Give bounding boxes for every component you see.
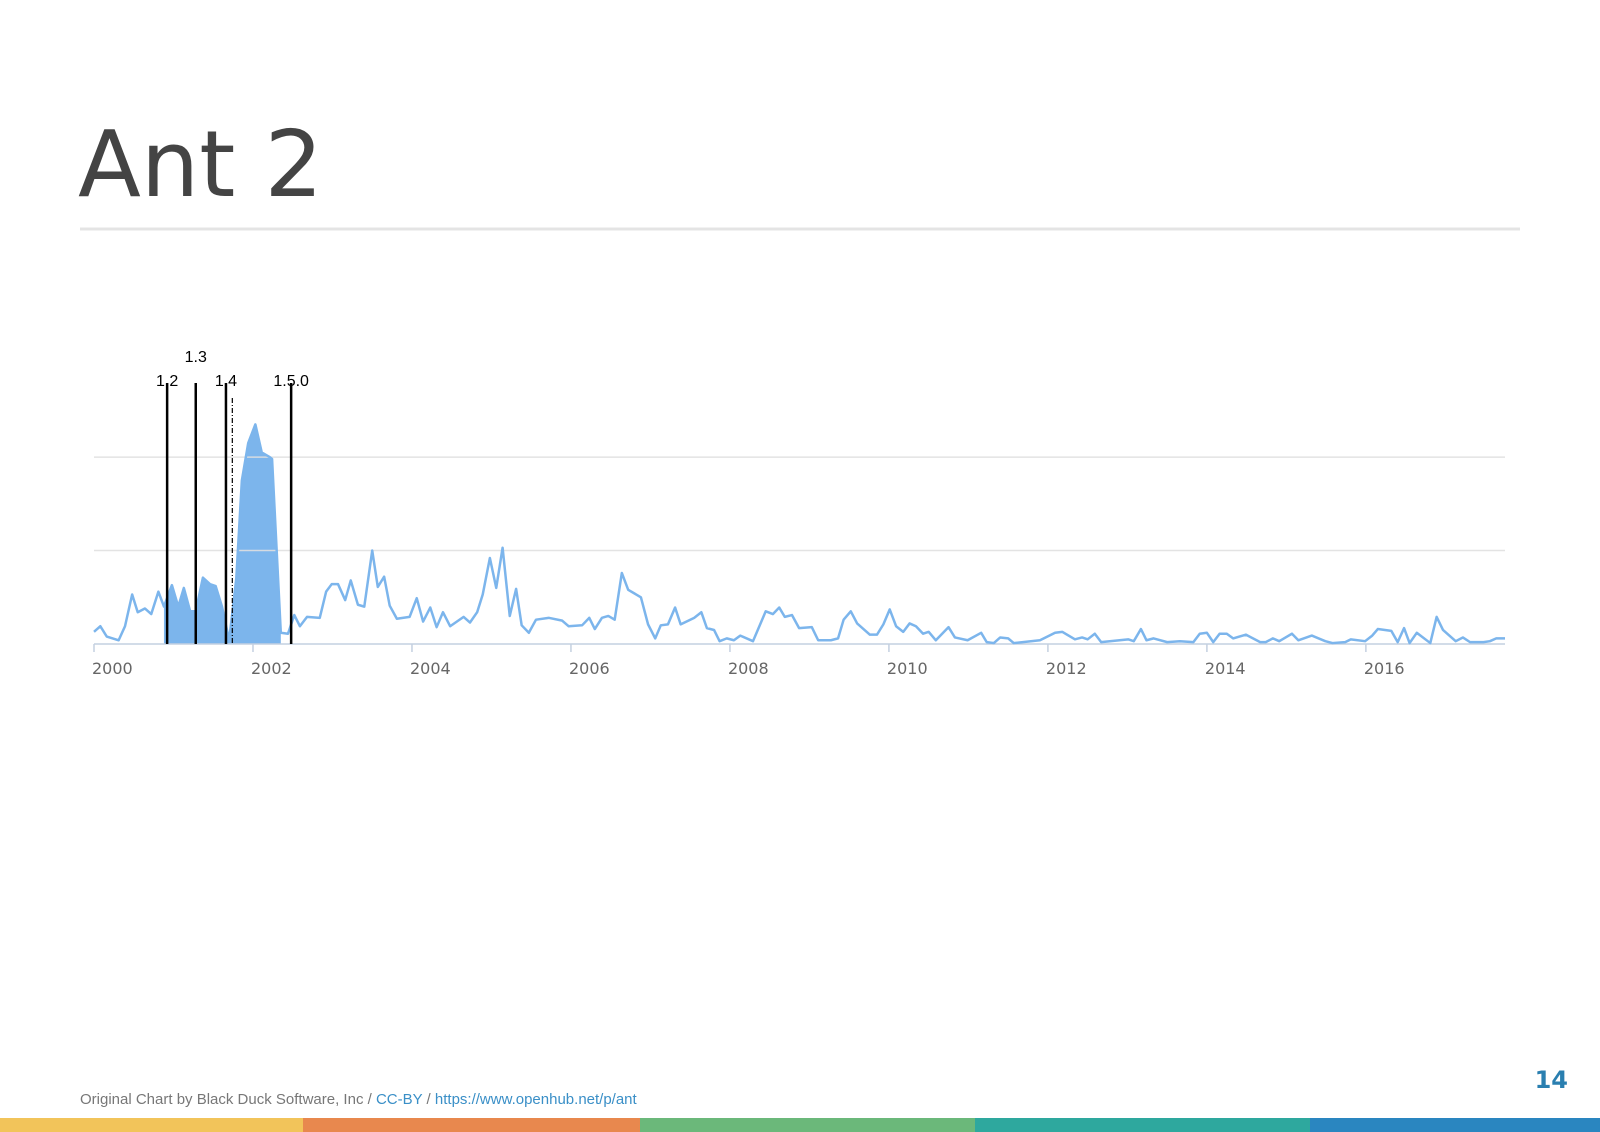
x-tick-label: 2006 (569, 659, 610, 678)
x-tick-label: 2016 (1364, 659, 1405, 678)
color-bar (1310, 1118, 1600, 1132)
slide-title: Ant 2 (78, 111, 323, 218)
color-bar (640, 1118, 975, 1132)
color-bar (0, 1118, 303, 1132)
release-label: 1.2 (156, 373, 178, 390)
release-label: 1.3 (185, 349, 207, 366)
license-link[interactable]: CC-BY (376, 1091, 423, 1108)
x-tick-label: 2010 (887, 659, 928, 678)
x-tick-label: 2008 (728, 659, 769, 678)
separator: / (427, 1091, 432, 1108)
shaded-area (163, 424, 281, 644)
footer: Original Chart by Black Duck Software, I… (80, 1091, 638, 1108)
x-tick-label: 2014 (1205, 659, 1246, 678)
separator: / (368, 1091, 373, 1108)
x-tick-label: 2012 (1046, 659, 1087, 678)
x-tick-label: 2000 (92, 659, 133, 678)
release-label: 1.5.0 (273, 373, 309, 390)
chart: 2000 2002 2004 2006 2008 2010 2012 2014 2016 1.2 1… (92, 349, 1505, 678)
url-link[interactable]: https://www.openhub.net/p/ant (435, 1091, 638, 1108)
x-tick-label: 2004 (410, 659, 451, 678)
release-label: 1.4 (215, 373, 237, 390)
credit: Original Chart by Black Duck Software, I… (80, 1091, 364, 1108)
x-tick-label: 2002 (251, 659, 292, 678)
page-number: 14 (1535, 1066, 1568, 1094)
color-bar (303, 1118, 640, 1132)
color-bar (975, 1118, 1310, 1132)
